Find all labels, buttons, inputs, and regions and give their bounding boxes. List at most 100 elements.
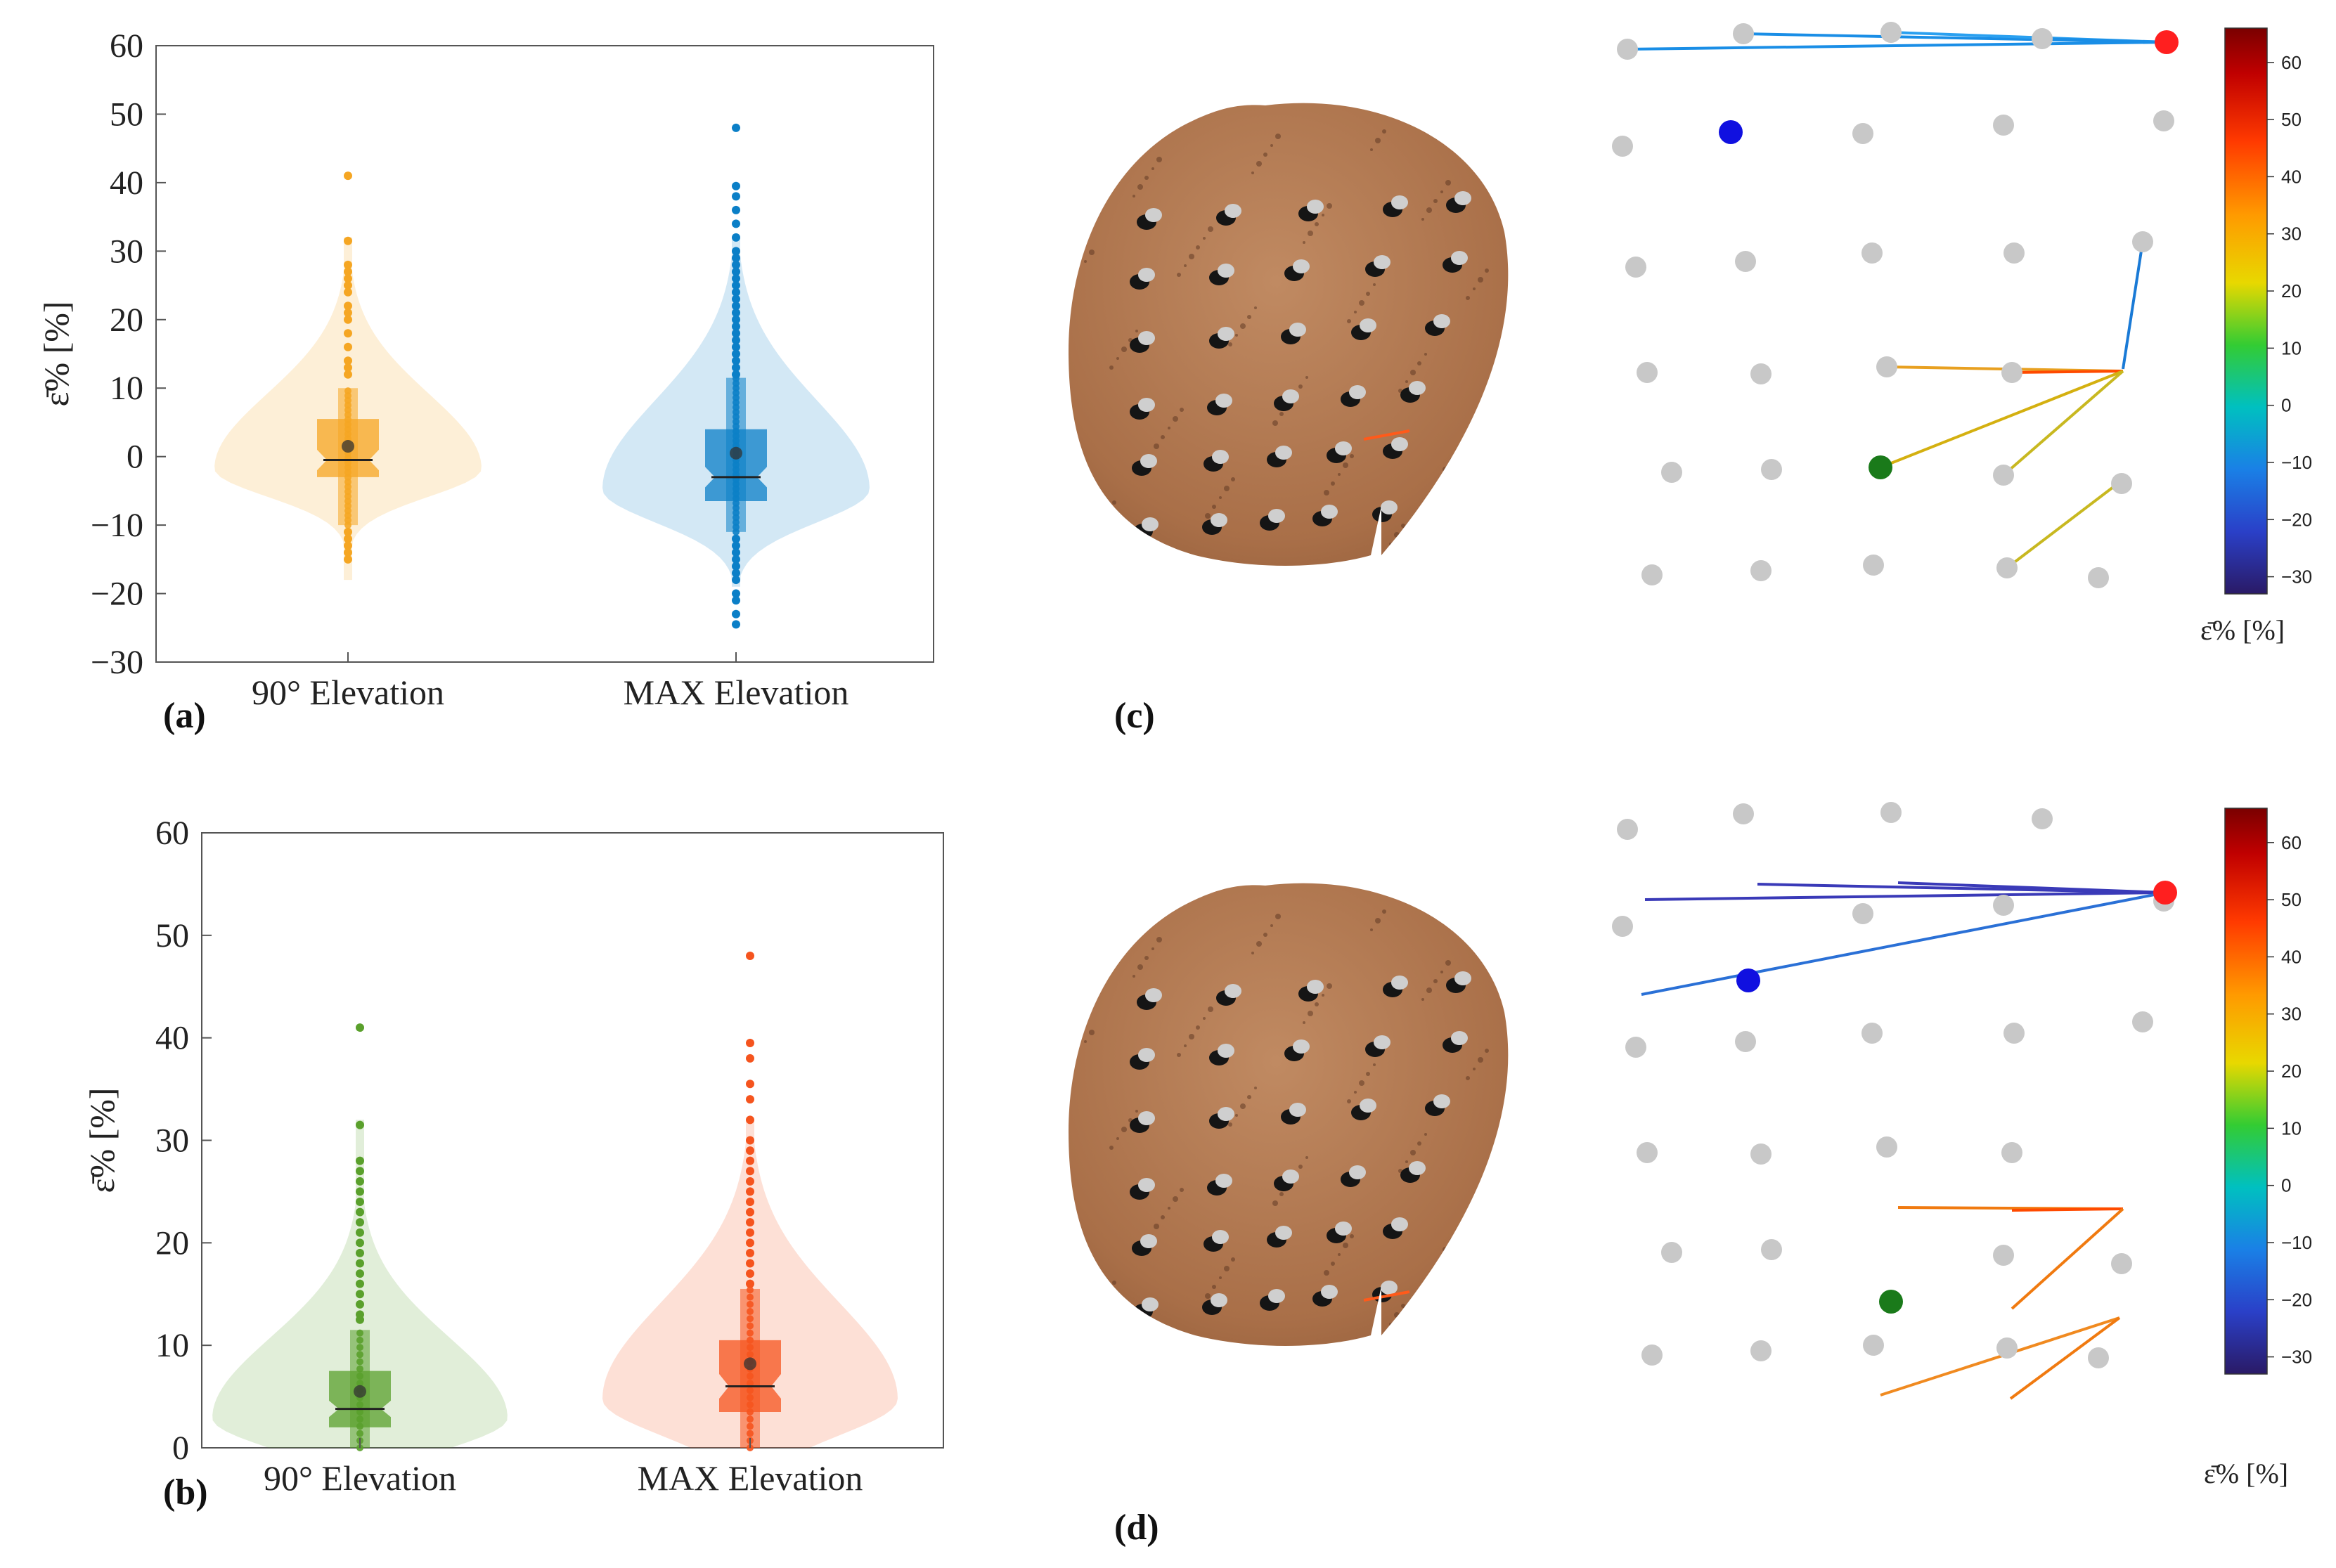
y-tick-label: 10 <box>110 370 143 407</box>
outlier-point <box>356 1248 364 1257</box>
marker-cap <box>1218 264 1234 278</box>
outlier-point <box>356 1290 364 1299</box>
green-reference-marker <box>1879 1290 1903 1314</box>
skin-freckle <box>1112 500 1116 505</box>
marker-cap <box>1381 1281 1398 1295</box>
marker-point <box>1993 115 2014 136</box>
skin-freckle <box>1433 979 1438 983</box>
skin-freckle <box>1105 509 1111 514</box>
marker-cap <box>1225 204 1241 218</box>
skin-marker <box>1365 255 1390 277</box>
marker-cap <box>1140 1234 1157 1248</box>
marker-cap <box>1307 200 1324 214</box>
skin-freckle <box>1154 443 1159 449</box>
strain-segment <box>1880 1316 2120 1397</box>
y-tick-label: 10 <box>155 1327 189 1364</box>
colorbar-tick-label: 20 <box>2281 280 2302 302</box>
y-tick-label: 50 <box>110 96 143 133</box>
outlier-point <box>344 267 352 276</box>
outlier-point <box>732 281 740 290</box>
skin-freckle <box>1173 1196 1178 1202</box>
skin-freckle <box>1461 439 1467 445</box>
colorbar-tick-label: 0 <box>2281 1175 2291 1196</box>
outlier-point <box>732 181 740 190</box>
outlier-point <box>732 309 740 318</box>
skin-freckle <box>1450 1238 1454 1243</box>
skin-freckle <box>1272 1200 1278 1206</box>
skin-freckle <box>1235 334 1238 337</box>
skin-freckle <box>1275 914 1281 919</box>
marker-cap <box>1218 327 1234 341</box>
outlier-point <box>746 1279 754 1288</box>
skin-marker <box>1204 1230 1229 1252</box>
outlier-point <box>344 534 352 543</box>
marker-point <box>2003 1023 2025 1044</box>
skin-marker <box>1209 1107 1234 1129</box>
skin-freckle <box>1389 543 1392 545</box>
plot-frame <box>155 45 934 663</box>
outlier-point <box>746 1248 754 1257</box>
outlier-point <box>356 1177 364 1186</box>
skin-marker <box>1281 323 1306 344</box>
skin-freckle <box>1177 1053 1181 1057</box>
skin-freckle <box>1275 134 1281 139</box>
skin-marker <box>1298 980 1324 1002</box>
skin-marker <box>1400 1161 1426 1183</box>
data-point <box>747 1351 754 1359</box>
marker-cap <box>1211 1293 1227 1307</box>
data-point <box>356 1358 363 1366</box>
marker-cap <box>1138 268 1155 282</box>
skin-marker <box>1209 327 1234 349</box>
marker-cap <box>1138 1178 1155 1192</box>
skin-freckle <box>1305 1156 1308 1159</box>
data-point <box>747 1387 754 1394</box>
marker-cap <box>1360 318 1376 332</box>
panel-label-d: (d) <box>1114 1508 1159 1548</box>
outlier-point <box>732 589 740 598</box>
skin-freckle <box>1196 245 1200 250</box>
skin-freckle <box>1251 171 1254 174</box>
skin-freckle <box>1389 1323 1392 1326</box>
outlier-point <box>356 1228 364 1237</box>
marker-cap <box>1391 195 1408 209</box>
outlier-point <box>356 1156 364 1165</box>
marker-cap <box>1138 331 1155 345</box>
outlier-point <box>732 267 740 276</box>
skin-freckle <box>1401 1304 1405 1308</box>
skin-marker <box>1351 318 1376 340</box>
colorbar-tick-label: −20 <box>2281 1289 2312 1310</box>
skin-freckle <box>1208 226 1213 232</box>
marker-cap <box>1142 517 1159 531</box>
skin-freckle <box>1151 947 1154 950</box>
marker-point <box>1641 1345 1663 1366</box>
skin-freckle <box>1373 1063 1376 1066</box>
marker-cap <box>1321 1285 1338 1299</box>
outlier-point <box>732 562 740 571</box>
data-point <box>747 1322 754 1330</box>
skin-freckle <box>1457 450 1459 453</box>
outlier-point <box>746 1038 754 1047</box>
data-point <box>747 1394 754 1401</box>
y-tick-label: 40 <box>110 164 143 202</box>
skin-freckle <box>1473 1068 1476 1070</box>
skin-freckle <box>1338 473 1341 476</box>
skin-freckle <box>1235 1114 1238 1117</box>
marker-point <box>1750 1340 1772 1361</box>
skin-freckle <box>1228 342 1232 346</box>
outlier-point <box>344 309 352 318</box>
marker-point <box>1661 462 1682 483</box>
colorbar-tick-label: 50 <box>2281 109 2302 130</box>
marker-point <box>1993 1245 2014 1266</box>
marker-cap <box>1391 976 1408 990</box>
outlier-point <box>356 1120 364 1129</box>
skin-marker <box>1209 1044 1234 1065</box>
skin-marker <box>1137 988 1162 1010</box>
skin-marker <box>1260 509 1285 531</box>
x-tick-label: 90° Elevation <box>264 1458 456 1498</box>
skin-marker <box>1216 984 1241 1006</box>
skin-freckle <box>1093 1308 1097 1312</box>
panel-label-c: (c) <box>1114 696 1155 736</box>
skin-freckle <box>1086 536 1092 542</box>
skin-freckle <box>1086 1316 1092 1322</box>
